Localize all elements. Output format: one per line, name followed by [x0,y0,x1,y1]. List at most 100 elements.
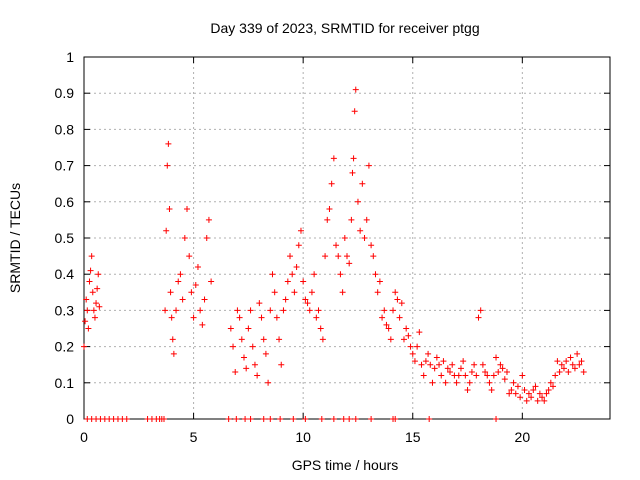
data-point [497,361,504,368]
data-point [363,216,370,223]
data-point [262,350,269,357]
y-tick-label: 0.4 [55,266,75,282]
data-point [512,390,519,397]
data-point [242,416,249,422]
data-point [328,180,335,187]
data-point [567,354,574,361]
data-point [91,314,98,321]
data-point [381,307,388,314]
data-point [387,336,394,343]
data-point [251,361,258,368]
y-tick-label: 0.8 [55,121,75,137]
data-point [488,387,495,394]
data-point [422,358,429,365]
data-point [186,253,193,260]
data-point [427,361,434,368]
data-point [525,390,532,397]
data-point [405,332,412,339]
data-point [256,300,263,307]
data-point [490,372,497,379]
data-point [304,300,311,307]
data-point [181,235,188,241]
data-point [554,358,561,365]
data-point [86,278,93,285]
data-point [265,379,272,386]
data-point [339,289,346,296]
data-point [300,278,307,285]
data-point [315,307,322,314]
data-point [429,379,436,386]
data-point [514,383,521,390]
data-point [569,361,576,368]
data-point [313,314,320,321]
data-point [517,394,524,401]
data-point [290,416,297,422]
data-point [449,361,456,368]
data-point [453,379,460,386]
data-point [414,343,421,350]
data-point [245,325,252,332]
data-point [173,307,180,314]
data-point [368,242,375,249]
data-point [438,372,445,379]
data-point [420,372,427,379]
data-point [88,253,95,260]
data-point [188,289,195,296]
x-tick-label: 5 [190,429,198,445]
data-point [501,376,508,383]
data-point [372,271,379,278]
data-point [547,379,554,386]
data-point [392,416,399,422]
data-point [466,379,473,386]
x-tick-label: 10 [295,429,311,445]
data-point [462,372,469,379]
data-point [396,314,403,321]
data-point [571,365,578,372]
data-point [169,336,176,343]
data-point [354,198,361,205]
y-tick-label: 0.3 [55,302,75,318]
data-point [333,242,340,249]
data-point [365,162,372,169]
data-point [418,361,425,368]
data-point [319,336,326,343]
data-point [247,307,254,314]
y-tick-label: 0 [66,411,74,427]
data-point [234,307,241,314]
data-point [232,368,239,375]
data-point [493,416,500,422]
data-point [348,216,355,223]
data-point [411,358,418,365]
data-point [486,379,493,386]
data-point [436,361,443,368]
data-point [440,358,447,365]
data-point [289,271,296,278]
data-point [273,314,280,321]
data-point [184,206,191,213]
data-point [203,235,210,241]
data-point [233,416,240,422]
data-point [96,303,103,310]
data-point [390,307,397,314]
data-point [528,394,535,401]
data-point [495,368,502,375]
data-point [227,325,234,332]
data-point [409,350,416,357]
data-point [162,307,169,314]
data-point [473,372,480,379]
x-tick-label: 0 [80,429,88,445]
data-point [164,162,171,169]
data-point [552,372,559,379]
data-point [311,271,318,278]
data-point [536,390,543,397]
data-point [337,271,344,278]
data-point [357,227,364,234]
data-point [87,267,94,274]
data-point [302,296,309,303]
y-tick-label: 0.1 [55,375,75,391]
data-point [455,372,462,379]
data-point [82,318,89,325]
data-point [352,86,359,93]
data-point [530,387,537,394]
